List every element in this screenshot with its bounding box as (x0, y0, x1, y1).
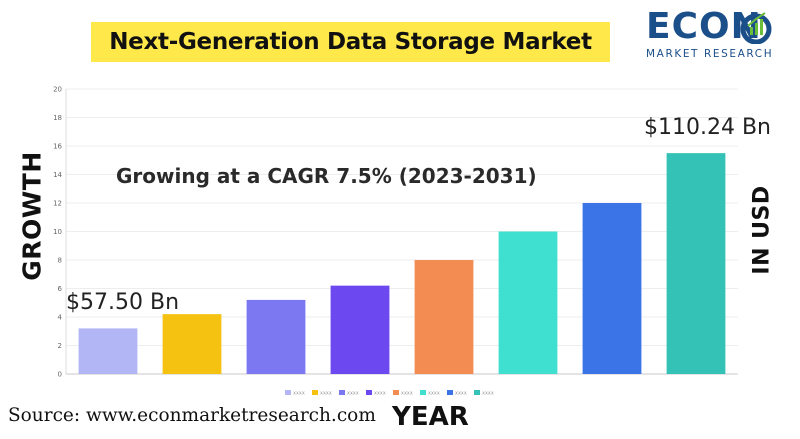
legend-layer: xxxx xxxx xxxx xxxx xxxx xxxx xxxx xxxx (285, 390, 494, 397)
year-axis-label: YEAR (392, 402, 469, 432)
bar (414, 260, 474, 374)
y-tick-label: 10 (53, 228, 62, 236)
bar-layer (78, 153, 726, 374)
legend-swatch (393, 390, 399, 395)
source-citation: Source: www.econmarketresearch.com (8, 405, 376, 426)
y-tick-label: 8 (58, 257, 62, 265)
legend-label: xxxx (320, 391, 332, 397)
start-value-annotation: $57.50 Bn (66, 290, 179, 315)
legend-label: xxxx (401, 391, 413, 397)
legend-swatch (366, 390, 372, 395)
bar (162, 314, 222, 374)
chart-title: Next-Generation Data Storage Market (91, 22, 610, 62)
legend-label: xxxx (428, 391, 440, 397)
bar (78, 328, 138, 374)
y-tick-label: 4 (58, 314, 63, 322)
legend-label: xxxx (455, 391, 467, 397)
y-tick-label: 20 (53, 86, 62, 94)
legend-label: xxxx (482, 391, 494, 397)
legend-swatch (312, 390, 318, 395)
y-tick-label: 0 (58, 371, 62, 379)
legend-swatch (339, 390, 345, 395)
y-tick-label: 12 (53, 200, 62, 208)
legend-swatch (447, 390, 453, 395)
bar (330, 285, 390, 374)
y-tick-label: 16 (53, 143, 62, 151)
y-tick-label: 14 (53, 171, 62, 179)
end-value-annotation: $110.24 Bn (644, 115, 771, 140)
legend-swatch (420, 390, 426, 395)
y-tick-label: 18 (53, 114, 62, 122)
legend-label: xxxx (293, 391, 305, 397)
bar (582, 203, 642, 374)
y-tick-label: 2 (58, 342, 62, 350)
legend-label: xxxx (374, 391, 386, 397)
y-tick-label: 6 (58, 285, 63, 293)
econ-logo: ECON MARKET RESEARCH (646, 6, 796, 68)
bar (246, 299, 306, 374)
logo-chart-icon (740, 12, 772, 44)
logo-subtitle: MARKET RESEARCH (646, 48, 774, 60)
legend-swatch (285, 390, 291, 395)
cagr-annotation: Growing at a CAGR 7.5% (2023-2031) (116, 164, 537, 188)
legend-swatch (474, 390, 480, 395)
bar (666, 153, 726, 374)
bar (498, 231, 558, 374)
legend-label: xxxx (347, 391, 359, 397)
